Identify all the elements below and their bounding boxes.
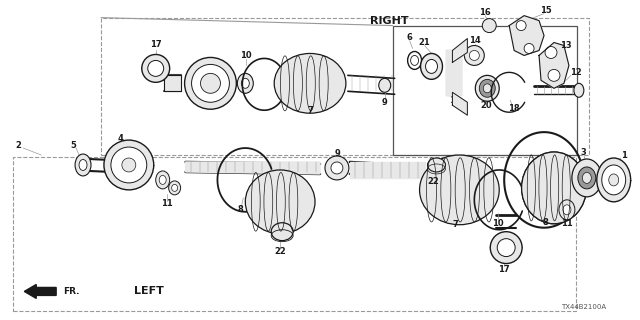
Circle shape xyxy=(325,156,349,180)
Text: RIGHT: RIGHT xyxy=(371,16,409,26)
Text: 18: 18 xyxy=(508,104,520,113)
Polygon shape xyxy=(509,16,544,55)
Ellipse shape xyxy=(578,167,596,189)
Text: 4: 4 xyxy=(118,133,124,143)
Circle shape xyxy=(148,60,164,76)
Ellipse shape xyxy=(122,158,136,172)
Text: 11: 11 xyxy=(561,219,573,228)
Text: 21: 21 xyxy=(419,38,431,47)
Text: 9: 9 xyxy=(335,148,340,157)
Circle shape xyxy=(142,54,170,82)
Ellipse shape xyxy=(572,159,602,197)
Text: 9: 9 xyxy=(382,98,388,107)
Ellipse shape xyxy=(522,152,586,224)
Circle shape xyxy=(524,44,534,53)
Ellipse shape xyxy=(522,152,586,224)
Ellipse shape xyxy=(476,76,499,101)
Text: 8: 8 xyxy=(237,205,243,214)
Ellipse shape xyxy=(483,84,492,93)
Ellipse shape xyxy=(574,83,584,97)
Text: 22: 22 xyxy=(428,177,440,187)
Polygon shape xyxy=(350,162,424,178)
Text: FR.: FR. xyxy=(63,287,79,296)
Ellipse shape xyxy=(274,53,346,113)
Text: 3: 3 xyxy=(581,148,587,156)
Text: 22: 22 xyxy=(275,247,286,256)
Ellipse shape xyxy=(191,64,229,102)
Text: 12: 12 xyxy=(570,68,582,77)
Bar xyxy=(101,18,589,155)
Text: 5: 5 xyxy=(70,140,76,149)
Text: 1: 1 xyxy=(621,150,627,160)
Circle shape xyxy=(497,239,515,257)
Text: 11: 11 xyxy=(161,199,173,208)
Text: 16: 16 xyxy=(479,8,491,17)
Polygon shape xyxy=(164,76,180,91)
Ellipse shape xyxy=(411,55,419,65)
Text: 20: 20 xyxy=(481,101,492,110)
Circle shape xyxy=(490,232,522,264)
Ellipse shape xyxy=(559,200,575,220)
Text: 8: 8 xyxy=(542,218,548,227)
Ellipse shape xyxy=(237,73,253,93)
Text: 7: 7 xyxy=(307,106,313,115)
Circle shape xyxy=(465,45,484,65)
Ellipse shape xyxy=(79,159,87,171)
Polygon shape xyxy=(186,162,320,174)
Ellipse shape xyxy=(428,158,445,172)
Circle shape xyxy=(331,162,343,174)
Polygon shape xyxy=(452,38,467,62)
Ellipse shape xyxy=(426,60,438,73)
Ellipse shape xyxy=(156,171,170,189)
Circle shape xyxy=(548,69,560,81)
Text: 19: 19 xyxy=(449,96,460,105)
Text: TX44B2100A: TX44B2100A xyxy=(561,304,607,310)
Text: 14: 14 xyxy=(470,36,481,45)
Text: 13: 13 xyxy=(560,41,572,50)
Text: 10: 10 xyxy=(241,51,252,60)
Text: 10: 10 xyxy=(492,219,504,228)
Ellipse shape xyxy=(184,58,236,109)
FancyArrow shape xyxy=(24,284,56,298)
Ellipse shape xyxy=(172,184,178,191)
Circle shape xyxy=(483,19,496,33)
Ellipse shape xyxy=(602,165,626,195)
Ellipse shape xyxy=(241,78,250,88)
Circle shape xyxy=(545,46,557,59)
Ellipse shape xyxy=(420,155,499,225)
Text: 7: 7 xyxy=(452,220,458,229)
Text: LEFT: LEFT xyxy=(134,286,164,296)
Bar xyxy=(13,157,576,311)
Ellipse shape xyxy=(609,174,619,186)
Ellipse shape xyxy=(420,53,442,79)
Ellipse shape xyxy=(408,52,422,69)
Text: 17: 17 xyxy=(499,265,510,274)
Polygon shape xyxy=(447,51,461,95)
Polygon shape xyxy=(452,92,467,115)
Circle shape xyxy=(469,51,479,60)
Text: 17: 17 xyxy=(150,40,161,49)
Ellipse shape xyxy=(159,175,166,184)
Ellipse shape xyxy=(75,154,91,176)
Ellipse shape xyxy=(200,73,220,93)
Polygon shape xyxy=(539,43,569,88)
Ellipse shape xyxy=(563,205,571,215)
Ellipse shape xyxy=(271,223,293,241)
Text: 2: 2 xyxy=(15,140,21,149)
Ellipse shape xyxy=(596,158,630,202)
Bar xyxy=(393,26,577,155)
Ellipse shape xyxy=(111,147,147,183)
Circle shape xyxy=(516,20,526,31)
Text: 15: 15 xyxy=(540,6,552,15)
Ellipse shape xyxy=(379,78,390,92)
Ellipse shape xyxy=(104,140,154,190)
Ellipse shape xyxy=(245,170,315,234)
Ellipse shape xyxy=(479,79,495,97)
Text: 6: 6 xyxy=(406,33,413,42)
Ellipse shape xyxy=(169,181,180,195)
Ellipse shape xyxy=(582,172,591,183)
